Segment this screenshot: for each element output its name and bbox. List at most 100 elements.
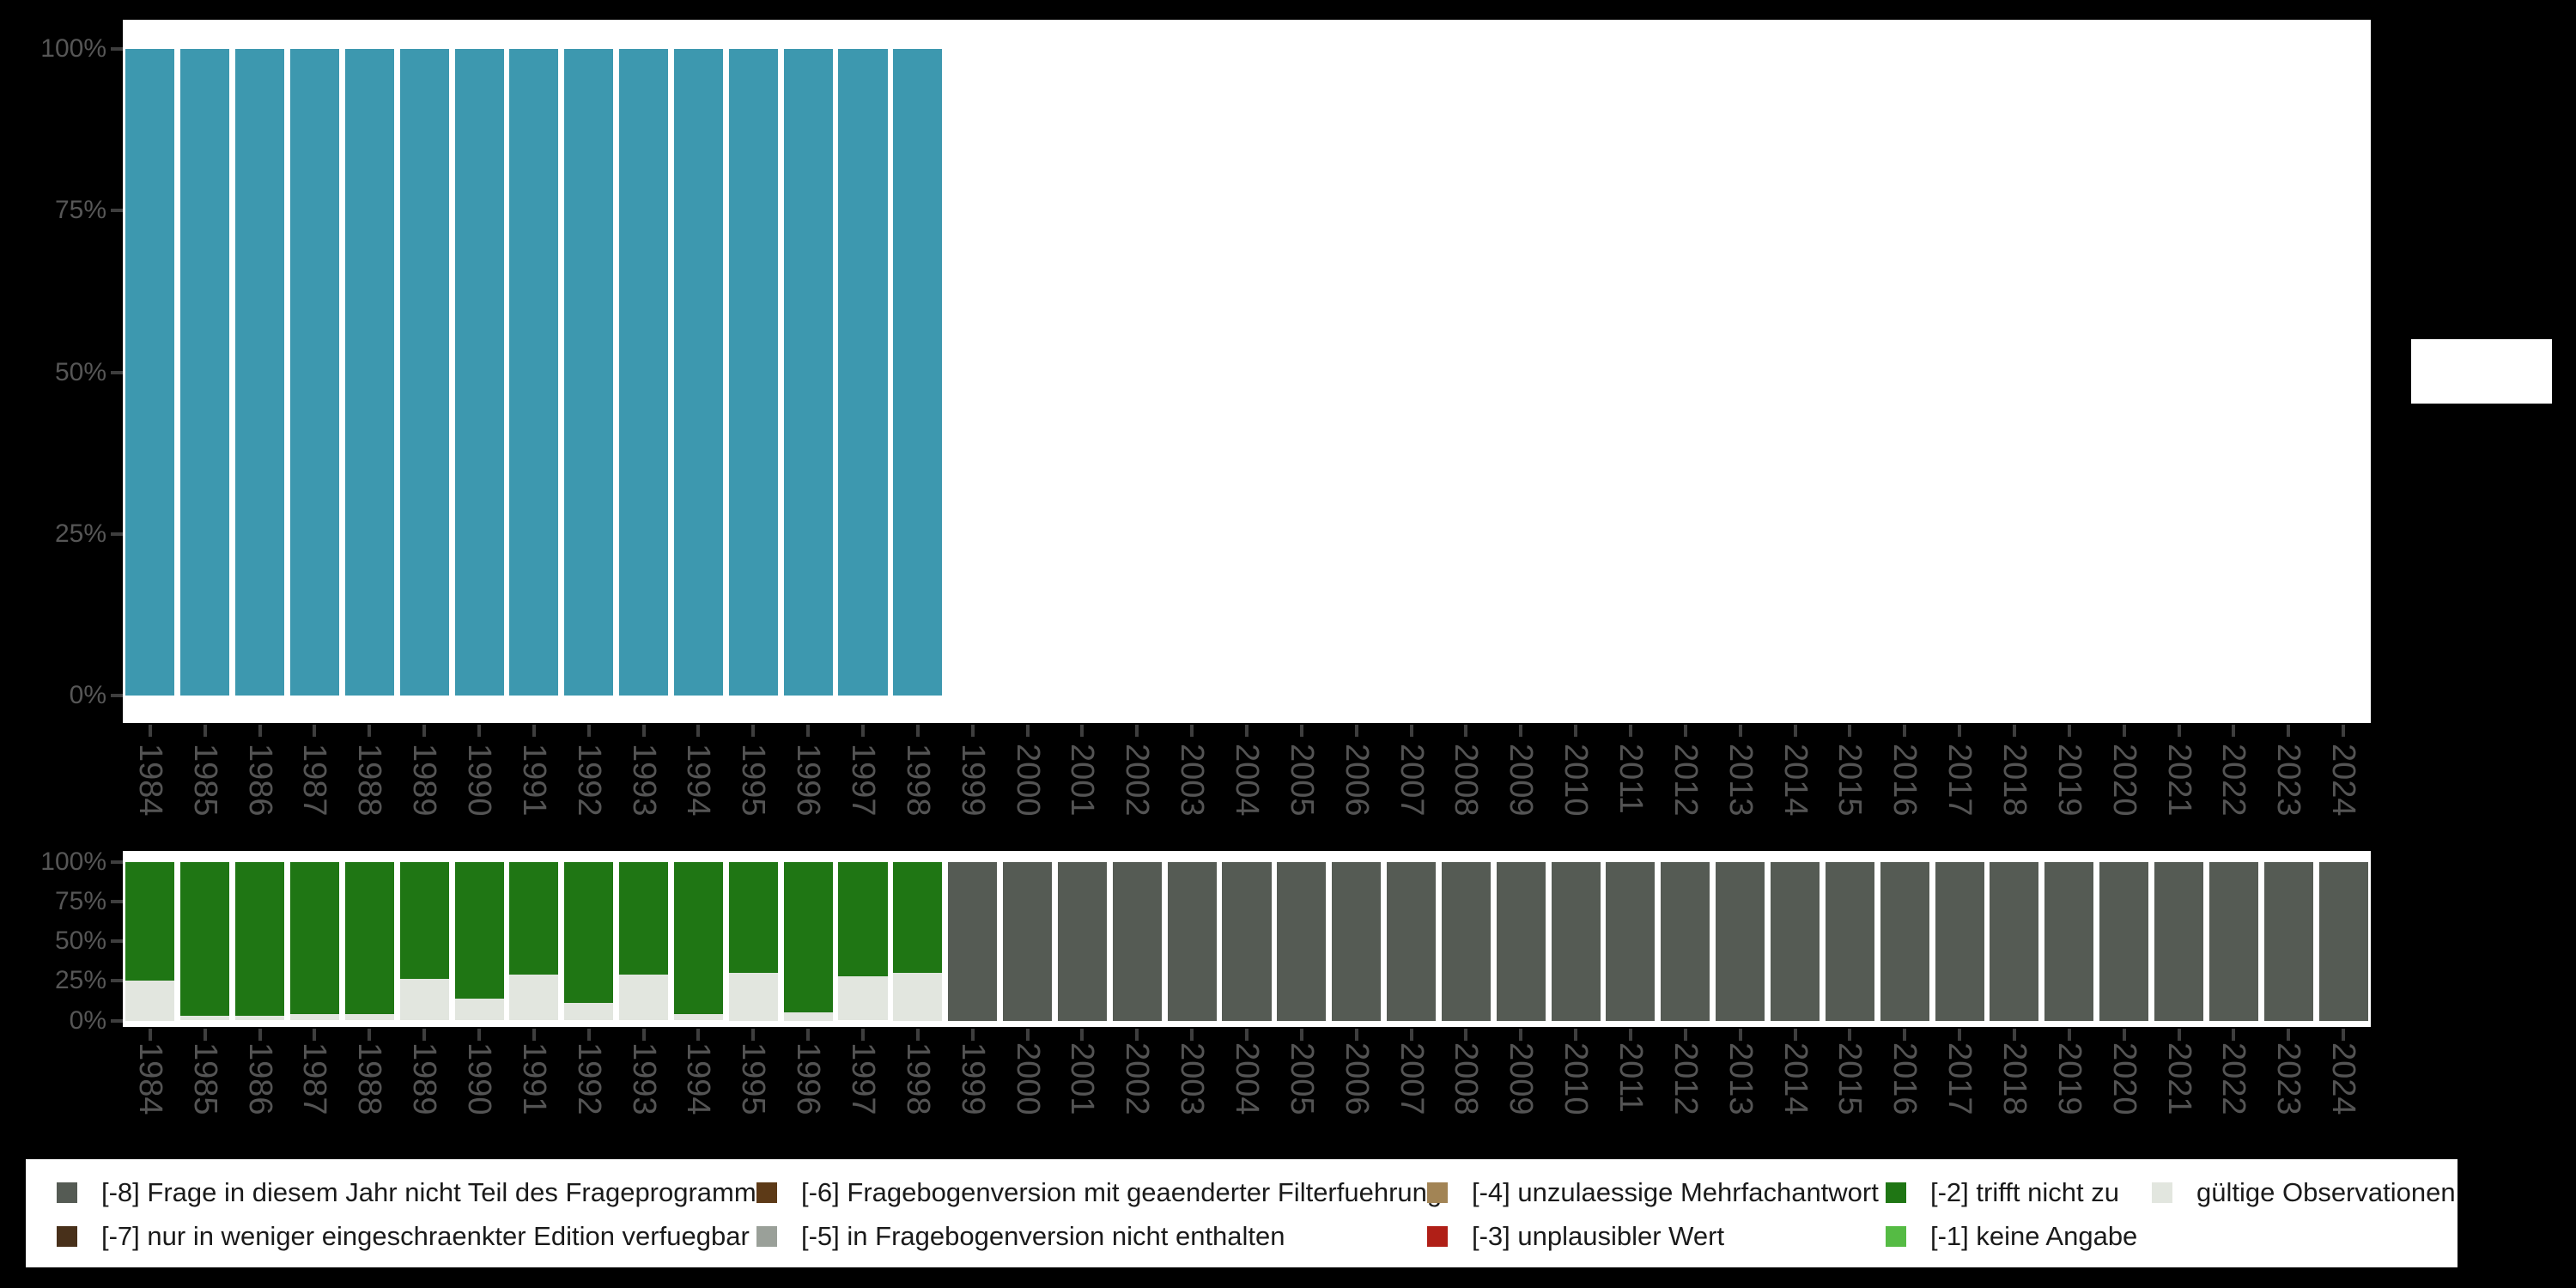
bar-segment-2006: [1332, 861, 1382, 1021]
x-axis-label: 2003: [1174, 744, 1211, 817]
legend-label: [-7] nur in weniger eingeschraenkter Edi…: [101, 1221, 750, 1251]
y-axis-label: 75%: [54, 196, 106, 225]
y-axis-label: 25%: [54, 966, 106, 995]
bar-segment-1985: [180, 861, 230, 1016]
y-axis-tick: [111, 370, 123, 374]
x-axis-label: 1990: [461, 1042, 498, 1115]
x-axis-tick: [477, 725, 482, 737]
missing-codes-legend: [26, 1159, 2458, 1267]
x-axis-label: 1992: [570, 744, 607, 817]
x-axis-tick: [915, 1029, 920, 1041]
x-axis-tick: [806, 725, 811, 737]
x-axis-tick: [313, 725, 317, 737]
legend-swatch: [756, 1182, 777, 1203]
y-axis-tick: [111, 979, 123, 983]
bar-segment-1989: [399, 979, 449, 1021]
x-axis-label: 2012: [1667, 1042, 1704, 1115]
x-axis-tick: [2232, 1029, 2236, 1041]
x-axis-label: 2015: [1832, 744, 1868, 817]
bar-segment-1998: [893, 49, 943, 696]
bar-segment-1990: [454, 861, 504, 999]
x-axis-label: 2006: [1338, 1042, 1375, 1115]
x-axis-label: 1998: [899, 744, 936, 817]
y-axis-tick: [111, 694, 123, 697]
bar-segment-1995: [728, 861, 778, 973]
x-axis-tick: [1683, 1029, 1687, 1041]
x-axis-label: 1988: [351, 1042, 388, 1115]
bar-segment-2002: [1112, 861, 1162, 1021]
bar-segment-1988: [344, 861, 394, 1015]
x-axis-label: 2021: [2160, 744, 2197, 817]
x-axis-tick: [1958, 1029, 1962, 1041]
x-axis-tick: [806, 1029, 811, 1041]
x-axis-tick: [1025, 725, 1030, 737]
x-axis-label: 2018: [1996, 744, 2032, 817]
y-axis-tick: [111, 899, 123, 903]
x-axis-label: 1996: [790, 744, 827, 817]
x-axis-label: 2002: [1119, 1042, 1156, 1115]
bar-segment-1988: [344, 49, 394, 696]
x-axis-tick: [1245, 1029, 1249, 1041]
x-axis-tick: [696, 1029, 701, 1041]
x-axis-label: 1985: [186, 1042, 223, 1115]
y-axis-tick: [111, 1018, 123, 1023]
bar-segment-1992: [564, 861, 614, 1004]
x-axis-tick: [1574, 1029, 1578, 1041]
x-axis-label: 1987: [296, 1042, 333, 1115]
x-axis-label: 2010: [1558, 744, 1595, 817]
bar-segment-1997: [838, 861, 888, 976]
bar-segment-1997: [838, 975, 888, 1021]
y-axis-label: 0%: [69, 681, 106, 709]
x-axis-tick: [1190, 725, 1194, 737]
y-axis-tick: [111, 860, 123, 864]
bar-segment-2003: [1167, 861, 1217, 1021]
bar-segment-2023: [2263, 861, 2313, 1021]
x-axis-label: 2022: [2215, 1042, 2252, 1115]
bar-segment-1996: [783, 49, 833, 696]
x-axis-label: 2009: [1503, 1042, 1540, 1115]
x-axis-label: 2017: [1941, 1042, 1978, 1115]
x-axis-tick: [1299, 725, 1303, 737]
x-axis-tick: [532, 1029, 536, 1041]
y-axis-tick: [111, 939, 123, 943]
x-axis-label: 2020: [2105, 744, 2142, 817]
x-axis-label: 2008: [1448, 744, 1485, 817]
x-axis-label: 2018: [1996, 1042, 2032, 1115]
x-axis-label: 2001: [1064, 1042, 1101, 1115]
x-axis-tick: [2067, 1029, 2071, 1041]
bar-segment-2019: [2044, 861, 2094, 1021]
x-axis-tick: [1354, 725, 1358, 737]
x-axis-tick: [2342, 725, 2346, 737]
x-axis-label: 1999: [954, 1042, 991, 1115]
bar-segment-1994: [673, 861, 723, 1015]
x-axis-label: 1989: [406, 1042, 443, 1115]
x-axis-label: 1997: [845, 744, 882, 817]
x-axis-tick: [1738, 1029, 1742, 1041]
x-axis-tick: [1464, 1029, 1468, 1041]
x-axis-label: 1994: [680, 1042, 717, 1115]
bar-segment-1985: [180, 1015, 230, 1021]
x-axis-tick: [2232, 725, 2236, 737]
x-axis-tick: [1958, 725, 1962, 737]
x-axis-tick: [2342, 1029, 2346, 1041]
bar-segment-2011: [1606, 861, 1656, 1021]
x-axis-tick: [2287, 725, 2291, 737]
x-axis-tick: [422, 725, 427, 737]
bar-segment-1988: [344, 1014, 394, 1021]
x-axis-label: 2008: [1448, 1042, 1485, 1115]
x-axis-label: 2019: [2050, 744, 2087, 817]
bar-segment-1995: [728, 49, 778, 696]
x-axis-label: 2022: [2215, 744, 2252, 817]
x-axis-label: 2011: [1612, 744, 1649, 814]
x-axis-tick: [532, 725, 536, 737]
x-axis-tick: [2177, 1029, 2181, 1041]
x-axis-tick: [1903, 1029, 1907, 1041]
bar-segment-2021: [2154, 861, 2204, 1021]
bar-segment-1994: [673, 1014, 723, 1021]
bar-segment-1995: [728, 973, 778, 1021]
bar-segment-1996: [783, 1012, 833, 1021]
legend-swatch: [756, 1226, 777, 1247]
bar-segment-1984: [125, 981, 175, 1021]
bar-segment-1990: [454, 49, 504, 696]
bar-segment-2018: [1990, 861, 2039, 1021]
